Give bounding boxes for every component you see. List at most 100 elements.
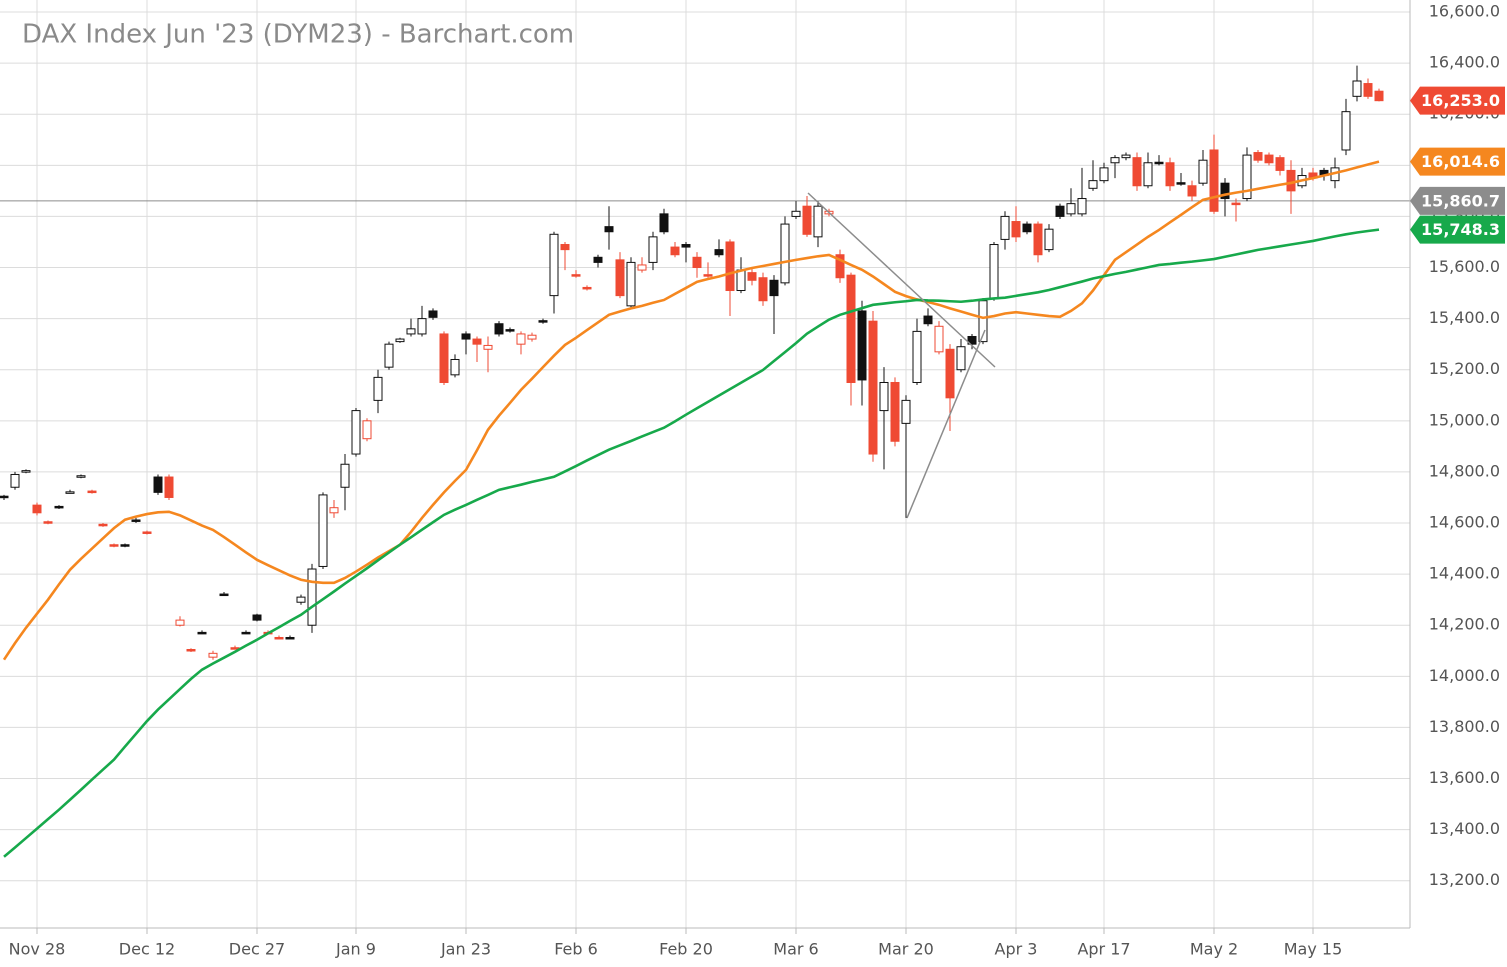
candle-body — [1077, 198, 1087, 215]
x-tick-label: Jan 23 — [440, 940, 491, 959]
candle-body — [582, 286, 592, 290]
marks — [0, 65, 1384, 858]
candle-body — [1000, 215, 1010, 240]
candle-body — [373, 376, 383, 401]
candle-body — [923, 315, 933, 325]
candle-body — [109, 544, 119, 547]
candle-body — [615, 259, 625, 297]
candle-body — [571, 274, 581, 277]
candle-body — [1341, 111, 1351, 151]
candle-body — [186, 648, 196, 652]
chart-title: DAX Index Jun '23 (DYM23) - Barchart.com — [22, 20, 574, 50]
candle-body — [1154, 161, 1164, 165]
price-tag-label: 16,253.0 — [1421, 91, 1500, 110]
y-tick-label: 13,200.0 — [1429, 870, 1500, 889]
candle-body — [76, 475, 86, 478]
candle-body — [197, 631, 207, 635]
candle-body — [989, 244, 999, 299]
candle-body — [934, 325, 944, 353]
candle-body — [846, 274, 856, 383]
candle-body — [1055, 205, 1065, 217]
candle-body — [153, 476, 163, 493]
candle-body — [901, 399, 911, 424]
candle-body — [483, 344, 493, 350]
y-tick-label: 14,600.0 — [1429, 513, 1500, 532]
candle-body — [1209, 149, 1219, 212]
candle-body — [527, 334, 537, 340]
candle-body — [417, 318, 427, 335]
candle-body — [813, 205, 823, 238]
candle-body — [0, 495, 9, 499]
candle-body — [967, 336, 977, 345]
trend-line — [906, 329, 986, 519]
candle-body — [1143, 162, 1153, 187]
candle-body — [1275, 157, 1285, 171]
candle-body — [131, 519, 141, 522]
candle-body — [1264, 154, 1274, 164]
candle-body — [1187, 185, 1197, 197]
candle-body — [725, 241, 735, 292]
candle-body — [461, 333, 471, 340]
candle-body — [1066, 203, 1076, 215]
candle-body — [747, 272, 757, 281]
candle-body — [703, 274, 713, 277]
candle-body — [593, 256, 603, 263]
price-tag-label: 15,860.7 — [1421, 191, 1500, 210]
candle-body — [1044, 228, 1054, 251]
candle-body — [164, 476, 174, 498]
candle-body — [351, 410, 361, 455]
candle-body — [791, 210, 801, 217]
y-tick-label: 15,400.0 — [1429, 308, 1500, 327]
candle-body — [142, 531, 152, 534]
candle-body — [1033, 223, 1043, 256]
candle-body — [98, 523, 108, 527]
candle-body — [538, 320, 548, 323]
candle-body — [648, 236, 658, 263]
candle-body — [659, 213, 669, 233]
candle-body — [1352, 80, 1362, 97]
y-tick-label: 16,600.0 — [1429, 2, 1500, 21]
candle-body — [890, 381, 900, 442]
y-tick-label: 14,200.0 — [1429, 615, 1500, 634]
candle-body — [340, 463, 350, 488]
candle-body — [54, 505, 64, 509]
candle-body — [1220, 182, 1230, 200]
x-tick-label: Jan 9 — [335, 940, 376, 959]
y-tick-label: 14,400.0 — [1429, 564, 1500, 583]
x-tick-label: May 2 — [1190, 940, 1238, 959]
candle-body — [945, 348, 955, 399]
candle-body — [835, 254, 845, 279]
candle-body — [1198, 159, 1208, 184]
candle-body — [120, 544, 130, 547]
candle-body — [758, 277, 768, 302]
candle-body — [780, 223, 790, 284]
candle-body — [692, 256, 702, 269]
candle-body — [241, 631, 251, 635]
moving-average-line — [3, 228, 1380, 858]
candle-body — [670, 246, 680, 256]
y-tick-label: 15,200.0 — [1429, 359, 1500, 378]
candle-body — [307, 568, 317, 626]
candle-body — [252, 614, 262, 621]
candle-body — [406, 328, 416, 335]
y-tick-label: 15,600.0 — [1429, 257, 1500, 276]
candle-body — [1121, 154, 1131, 159]
candle-body — [857, 310, 867, 381]
price-tag-label: 16,014.6 — [1421, 152, 1500, 171]
candle-body — [1242, 154, 1252, 200]
candle-body — [956, 346, 966, 371]
y-tick-label: 13,400.0 — [1429, 819, 1500, 838]
candle-body — [1022, 223, 1032, 233]
candle-body — [87, 490, 97, 494]
price-tag-label: 15,748.3 — [1421, 220, 1500, 239]
candle-body — [296, 596, 306, 603]
candle-body — [439, 333, 449, 383]
trend-line — [807, 192, 996, 368]
x-tick-label: Mar 6 — [773, 940, 818, 959]
candle-body — [43, 521, 53, 524]
candle-body — [21, 470, 31, 473]
candle-body — [1165, 162, 1175, 187]
candle-body — [736, 269, 746, 292]
candle-body — [604, 226, 614, 233]
candle-body — [626, 261, 636, 307]
